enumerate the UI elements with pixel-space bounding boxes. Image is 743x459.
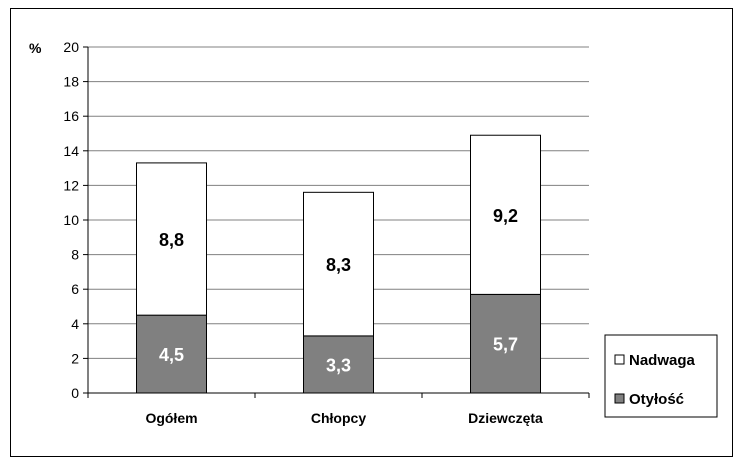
x-category-label: Ogółem (145, 410, 197, 426)
data-labels: 4,5 8,8 3,3 8,3 5,7 9,2 (159, 206, 518, 376)
bar-oty-o- (470, 293, 541, 394)
x-category-label: Dziewczęta (468, 410, 543, 426)
y-tick-label: 16 (63, 108, 79, 124)
axes (83, 46, 590, 398)
y-tick-label: 8 (71, 247, 79, 263)
bar-nadwaga (470, 134, 541, 295)
legend-swatch-nadwaga (614, 354, 625, 365)
y-tick-labels: 0 2 4 6 8 10 12 14 16 18 20 (63, 39, 79, 401)
x-category-label: Chłopcy (311, 410, 366, 426)
y-tick-label: 20 (63, 39, 79, 55)
data-label: 3,3 (326, 355, 351, 375)
y-tick-label: 14 (63, 143, 79, 159)
data-label: 9,2 (493, 206, 518, 226)
legend-label-otylosc: Otyłość (629, 391, 684, 408)
y-tick-label: 4 (71, 316, 79, 332)
chart-frame: 0 2 4 6 8 10 12 14 16 18 20 Ogółem Chłopcy Dziewczęt… (10, 8, 733, 457)
y-axis-label: % (29, 40, 42, 56)
y-tick-label: 12 (63, 177, 79, 193)
data-label: 4,5 (159, 345, 184, 365)
chart-svg: 0 2 4 6 8 10 12 14 16 18 20 Ogółem Chłopcy Dziewczęt… (29, 39, 718, 426)
legend: Nadwaga Otyłość (604, 334, 718, 418)
data-label: 8,8 (159, 230, 184, 250)
y-tick-label: 10 (63, 212, 79, 228)
data-label: 5,7 (493, 335, 518, 355)
legend-label-nadwaga: Nadwaga (629, 352, 696, 369)
y-tick-label: 0 (71, 385, 79, 401)
x-category-labels: Ogółem Chłopcy Dziewczęta (145, 410, 543, 426)
legend-swatch-otylosc (614, 393, 625, 404)
bar-nadwaga (303, 191, 374, 337)
y-tick-label: 6 (71, 281, 79, 297)
y-tick-label: 18 (63, 74, 79, 90)
bar-nadwaga (136, 162, 207, 316)
data-label: 8,3 (326, 255, 351, 275)
y-tick-label: 2 (71, 350, 79, 366)
